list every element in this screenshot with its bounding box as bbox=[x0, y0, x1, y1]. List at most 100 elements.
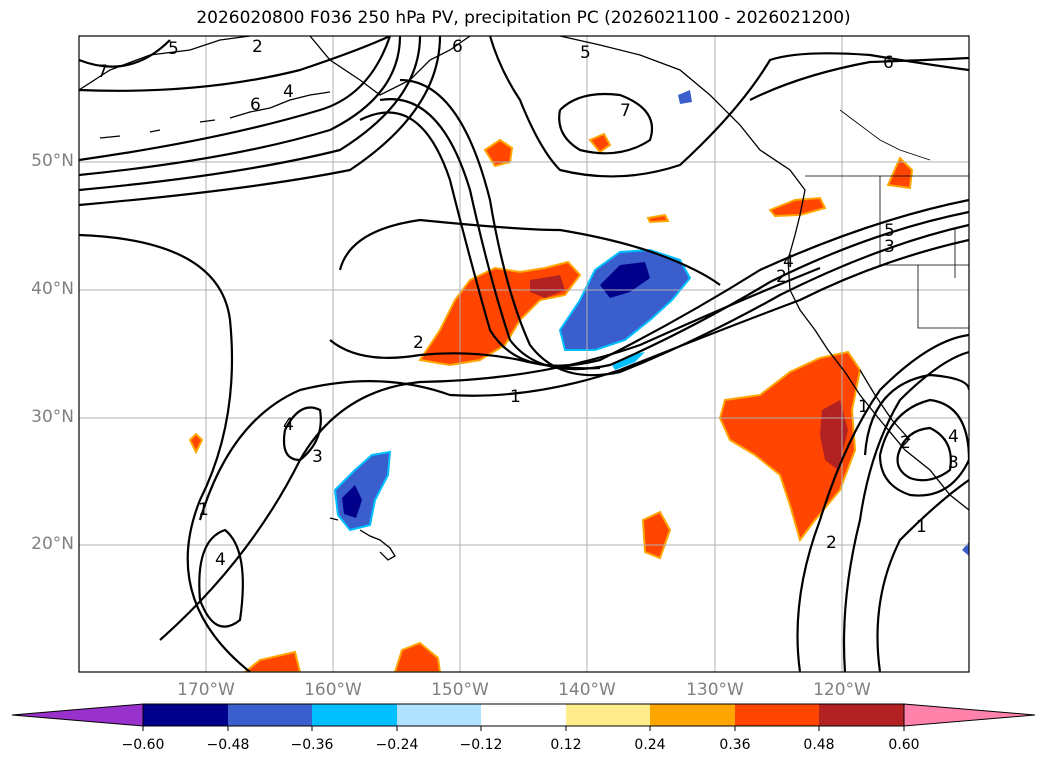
pv-contour-east-2 bbox=[796, 333, 969, 672]
colorbar-bin-6 bbox=[566, 704, 650, 726]
lat-label-40n: 40°N bbox=[31, 279, 74, 299]
colorbar-tick-label: 0.60 bbox=[888, 737, 920, 753]
pv-contour-north-6 bbox=[749, 56, 969, 101]
contour-label-3-east: 3 bbox=[948, 453, 959, 473]
precip-neg-core-hawaii bbox=[342, 485, 362, 518]
contour-label-4-aleut: 4 bbox=[283, 82, 294, 102]
pv-contour-ridge-2 bbox=[338, 218, 721, 286]
colorbar-bin-4 bbox=[397, 704, 481, 726]
colorbar-tick-label: 0.12 bbox=[550, 737, 582, 753]
lat-label-30n: 30°N bbox=[31, 407, 74, 427]
pv-contour-trough-1 bbox=[79, 233, 251, 672]
precip-neg-core-central bbox=[600, 262, 650, 298]
pv-contour-1 bbox=[198, 238, 969, 521]
pv-contours bbox=[79, 36, 969, 672]
precip-core-central bbox=[530, 275, 565, 298]
precip-neg-area-central bbox=[558, 248, 692, 351]
precip-area-west-coast bbox=[718, 350, 862, 543]
pv-contour-3 bbox=[159, 266, 821, 641]
colorbar-tick-label: −0.36 bbox=[290, 737, 334, 753]
pv-contour-north-5 bbox=[488, 36, 969, 178]
colorbar-tick-label: 0.36 bbox=[719, 737, 751, 753]
precip-area-bottom-central bbox=[393, 641, 442, 672]
pv-contour-7 bbox=[79, 39, 171, 68]
contour-label-4-loop: 4 bbox=[283, 415, 294, 435]
contour-label-2-north: 2 bbox=[252, 37, 263, 57]
precip-neg-small-1 bbox=[612, 352, 645, 370]
pv-contour-outer-2 bbox=[329, 339, 601, 370]
coast-alaska bbox=[79, 36, 471, 96]
precip-negative-areas bbox=[333, 90, 969, 556]
contour-label-4-jet: 4 bbox=[783, 252, 794, 272]
pv-contour-labels: 7 5 2 6 4 6 5 7 6 2 1 4 3 1 4 2 4 5 3 1 … bbox=[97, 37, 959, 570]
colorbar-extend-right bbox=[903, 703, 1036, 727]
colorbar-bin-8 bbox=[735, 704, 819, 726]
precip-area-north bbox=[483, 138, 514, 168]
pv-contour-trough-3 bbox=[379, 98, 969, 371]
colorbar-bin-1 bbox=[143, 704, 228, 726]
colorbar-tick-label: −0.12 bbox=[459, 737, 503, 753]
contour-label-5-gulf: 5 bbox=[580, 43, 591, 63]
colorbar-tick-label: 0.48 bbox=[803, 737, 835, 753]
pv-contour-trough-4 bbox=[399, 78, 969, 377]
lon-label-160w: 160°W bbox=[304, 680, 362, 700]
contour-label-5-jet: 5 bbox=[884, 221, 895, 241]
colorbar-tick-label: −0.60 bbox=[121, 737, 165, 753]
contour-label-6-aleut: 6 bbox=[250, 95, 261, 115]
lon-label-130w: 130°W bbox=[686, 680, 744, 700]
pv-contour-4-loop bbox=[282, 406, 322, 462]
contour-label-2-central: 2 bbox=[413, 333, 424, 353]
colorbar-bin-3 bbox=[312, 704, 397, 726]
contour-label-2-jet: 2 bbox=[776, 267, 787, 287]
map-title: 2026020800 F036 250 hPa PV, precipitatio… bbox=[196, 8, 851, 28]
contour-label-5-west: 5 bbox=[168, 39, 179, 59]
lon-label-170w: 170°W bbox=[177, 680, 235, 700]
pv-contour-east-loop-3 bbox=[863, 373, 969, 456]
precip-area-south bbox=[641, 510, 672, 560]
borders bbox=[805, 109, 969, 329]
colorbar-tick-label: −0.24 bbox=[375, 737, 419, 753]
precip-neg-small-3 bbox=[678, 90, 692, 104]
colorbar-extend-left bbox=[11, 703, 144, 727]
contour-label-1-east: 1 bbox=[858, 397, 869, 417]
contour-label-4-south: 4 bbox=[215, 550, 226, 570]
precip-area-bottom-west bbox=[243, 650, 302, 672]
pv-contour-4-south bbox=[198, 528, 244, 628]
contour-label-6-east: 6 bbox=[883, 53, 894, 73]
colorbar-tick-label: 0.24 bbox=[634, 737, 666, 753]
island-hawaii bbox=[329, 517, 396, 561]
coast-aleutians bbox=[99, 91, 331, 139]
contour-label-7-gulf: 7 bbox=[620, 101, 631, 121]
contour-label-2-east: 2 bbox=[826, 533, 837, 553]
contour-label-1-central: 1 bbox=[510, 387, 521, 407]
precip-area-idaho bbox=[886, 156, 914, 190]
pv-contour-west-2 bbox=[79, 36, 402, 177]
contour-label-1-southeast: 1 bbox=[916, 517, 927, 537]
colorbar-bin-2 bbox=[228, 704, 312, 726]
pv-contour-east-outer bbox=[842, 350, 969, 672]
lon-label-150w: 150°W bbox=[431, 680, 489, 700]
pv-contour-east-1 bbox=[876, 479, 969, 672]
pv-contour-west-1 bbox=[79, 36, 392, 162]
pv-contour-north-7 bbox=[558, 92, 654, 155]
pv-contour-6-west bbox=[79, 36, 391, 92]
precip-area-small-1 bbox=[188, 432, 204, 455]
contour-label-4-east: 4 bbox=[948, 427, 959, 447]
precip-area-gulf bbox=[588, 132, 612, 154]
pv-contour-west-4 bbox=[79, 36, 442, 207]
colorbar-tick-label: −0.48 bbox=[206, 737, 250, 753]
colorbar-bin-9 bbox=[819, 704, 904, 726]
lon-label-140w: 140°W bbox=[558, 680, 616, 700]
precip-area-bc bbox=[768, 196, 827, 218]
lon-label-120w: 120°W bbox=[813, 680, 871, 700]
contour-label-6-north: 6 bbox=[452, 37, 463, 57]
precip-area-small-2 bbox=[646, 213, 670, 224]
lat-label-20n: 20°N bbox=[31, 534, 74, 554]
coast-gulf-ca bbox=[859, 369, 911, 441]
map-frame bbox=[78, 35, 970, 673]
contour-label-2-east-loop: 2 bbox=[900, 433, 911, 453]
colorbar bbox=[11, 703, 1036, 731]
contour-label-3-west: 3 bbox=[312, 447, 323, 467]
lat-label-50n: 50°N bbox=[31, 151, 74, 171]
colorbar-bin-5 bbox=[481, 704, 566, 726]
